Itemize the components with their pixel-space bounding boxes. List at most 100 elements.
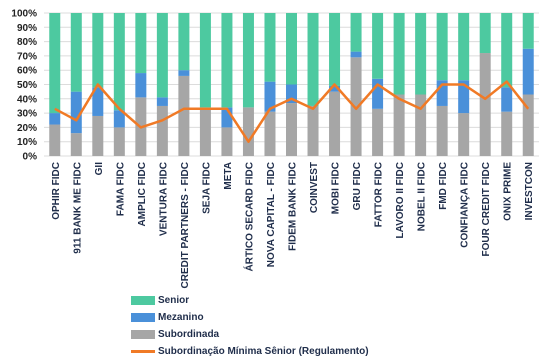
bar-segment-mezanino xyxy=(436,80,448,106)
legend-item-min-subordination: Subordinação Mínima Sênior (Regulamento) xyxy=(131,343,369,360)
y-tick-label: 40% xyxy=(17,94,37,105)
series-line xyxy=(54,80,530,143)
bar-segment-mezanino xyxy=(522,48,534,95)
legend-item-mezanino: Mezanino xyxy=(131,309,369,326)
bar-segment-mezanino xyxy=(458,80,470,114)
bar-segment-mezanino xyxy=(113,110,125,128)
bar-segment-senior xyxy=(135,13,147,74)
bar-segment-subordinada xyxy=(350,57,362,156)
y-tick-label: 30% xyxy=(17,109,37,120)
x-category-label: ÁRTICO SECARD FIDC xyxy=(242,162,255,271)
bar-segment-senior xyxy=(286,13,297,85)
y-tick-label: 0% xyxy=(23,152,38,163)
x-category-label: META xyxy=(223,162,234,190)
bar-segment-mezanino xyxy=(350,51,362,58)
legend-swatch-min-subordination xyxy=(131,350,155,353)
x-category-label: 911 BANK ME FIDC xyxy=(72,162,83,254)
bar-segment-subordinada xyxy=(501,111,513,156)
y-tick-label: 50% xyxy=(17,80,37,91)
x-category-label: FAMA FIDC xyxy=(115,162,126,216)
bar-segment-subordinada xyxy=(307,105,319,156)
min-subordination-line xyxy=(54,80,530,143)
bar-segment-subordinada xyxy=(178,75,190,156)
y-tick-label: 90% xyxy=(17,23,37,34)
x-axis-categories: OPHIR FIDC 911 BANK ME FIDC GII FAMA FIDC AM… xyxy=(51,162,535,289)
legend-label-mezanino: Mezanino xyxy=(158,312,204,323)
legend-label-min-subordination: Subordinação Mínima Sênior (Regulamento) xyxy=(158,346,369,357)
bar-segment-senior xyxy=(178,13,190,71)
bar-segment-senior xyxy=(522,13,534,49)
bar-segment-subordinada xyxy=(393,94,405,156)
x-category-label: LAVORO II FIDC xyxy=(395,162,406,238)
bar-segment-subordinada xyxy=(49,124,61,156)
x-category-label: NOBEL II FIDC xyxy=(417,162,428,231)
bar-segment-mezanino xyxy=(501,87,513,112)
bar-segment-mezanino xyxy=(178,70,190,76)
bar-segment-senior xyxy=(70,13,82,92)
bar-segment-mezanino xyxy=(221,107,233,128)
y-tick-label: 100% xyxy=(11,9,37,20)
bar-segment-subordinada xyxy=(156,105,168,156)
x-category-label: VENTURA FIDC xyxy=(158,162,169,236)
x-category-label: CREDIT PARTNERS - FIDC xyxy=(180,162,191,288)
bar-segment-subordinada xyxy=(415,94,427,156)
bar-segment-subordinada xyxy=(286,103,297,156)
x-category-label: COINVEST xyxy=(309,162,320,213)
bar-segment-subordinada xyxy=(70,133,82,156)
x-category-label: INVESTCON xyxy=(524,162,535,220)
x-category-label: GII xyxy=(94,162,105,176)
y-tick-label: 70% xyxy=(17,51,37,62)
x-category-label: GRU FIDC xyxy=(352,162,363,210)
bar-segment-mezanino xyxy=(286,84,297,104)
bar-segment-senior xyxy=(393,13,405,95)
bar-segment-subordinada xyxy=(479,53,491,156)
chart-legend: Senior Mezanino Subordinada Subordinação… xyxy=(131,292,369,360)
legend-swatch-senior xyxy=(131,296,155,305)
x-category-label: ONIX PRIME xyxy=(503,162,514,221)
bar-segment-mezanino xyxy=(264,81,276,112)
bar-segment-mezanino xyxy=(92,87,104,116)
bar-segment-mezanino xyxy=(49,113,61,125)
bar-segment-subordinada xyxy=(92,115,104,156)
bar-segment-subordinada xyxy=(264,111,276,156)
x-category-label: FIDEM BANK FIDC xyxy=(288,162,299,251)
y-tick-label: 80% xyxy=(17,37,37,48)
bar-segment-mezanino xyxy=(135,73,147,98)
bar-segment-mezanino xyxy=(156,97,168,106)
x-category-label: SEJA FIDC xyxy=(201,162,212,214)
legend-label-senior: Senior xyxy=(158,295,190,306)
x-category-label: MOBI FIDC xyxy=(331,162,342,214)
bar-segment-senior xyxy=(350,13,362,52)
x-category-label: OPHIR FIDC xyxy=(51,162,62,220)
bar-segment-senior xyxy=(458,13,470,81)
bar-segment-mezanino xyxy=(329,85,341,92)
x-category-label: FMD FIDC xyxy=(438,162,449,210)
x-category-label: AMPLIC FIDC xyxy=(137,162,148,226)
bar-segment-senior xyxy=(372,13,384,79)
bar-segment-senior xyxy=(156,13,168,98)
y-tick-label: 10% xyxy=(17,137,37,148)
bar-segment-subordinada xyxy=(436,105,448,156)
bar-segment-mezanino xyxy=(70,91,82,134)
bar-segment-senior xyxy=(92,13,104,88)
bar-segment-senior xyxy=(307,13,319,106)
bar-segment-senior xyxy=(221,13,233,108)
y-tick-label: 20% xyxy=(17,123,37,134)
bar-segment-subordinada xyxy=(221,127,233,156)
legend-swatch-mezanino xyxy=(131,313,155,322)
y-tick-label: 60% xyxy=(17,66,37,77)
legend-item-senior: Senior xyxy=(131,292,369,309)
bar-segment-subordinada xyxy=(113,127,125,156)
bar-segment-senior xyxy=(264,13,276,82)
bar-segment-senior xyxy=(436,13,448,81)
bar-segment-senior xyxy=(501,13,513,88)
bar-segment-subordinada xyxy=(522,94,534,156)
x-category-label: NOVA CAPITAL - FIDC xyxy=(266,162,277,267)
bar-segment-senior xyxy=(49,13,61,114)
legend-swatch-subordinada xyxy=(131,330,155,339)
x-category-label: FOUR CREDIT FIDC xyxy=(481,162,492,256)
bar-segment-senior xyxy=(242,13,254,108)
bar-segment-senior xyxy=(479,13,491,54)
bar-segment-subordinada xyxy=(199,107,211,156)
